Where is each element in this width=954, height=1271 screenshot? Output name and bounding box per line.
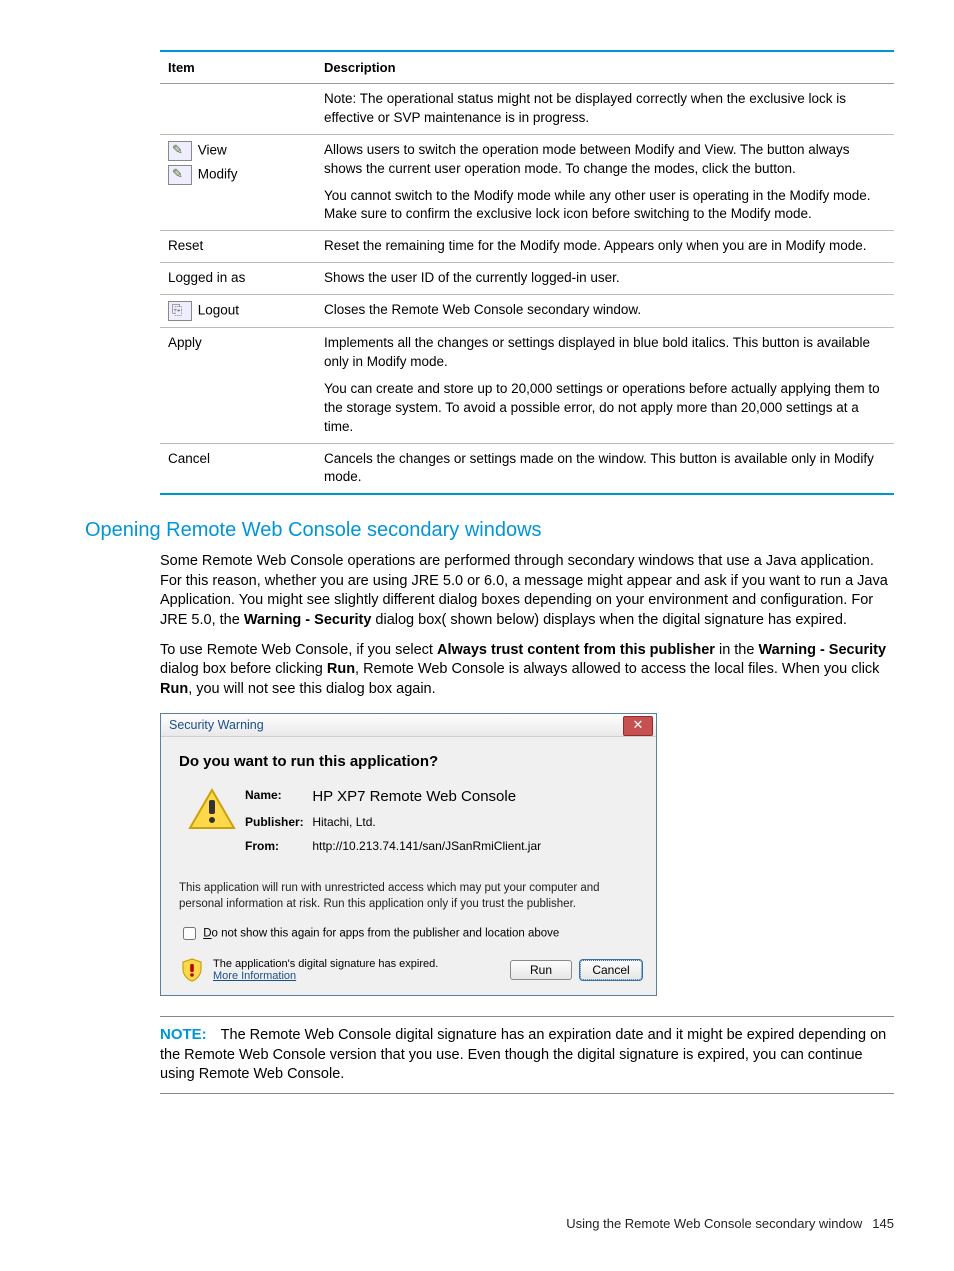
dont-show-checkbox-row: Do not show this again for apps from the… [179,924,642,943]
item-label: Logout [194,303,239,318]
description-para: Cancels the changes or settings made on … [324,450,886,488]
item-cell: Logout [160,295,316,328]
security-warning-dialog: Security Warning ✕ Do you want to run th… [160,713,657,996]
description-para: Shows the user ID of the currently logge… [324,269,886,288]
item-line: Cancel [168,450,308,469]
description-cell: Implements all the changes or settings d… [316,328,894,443]
page-footer: Using the Remote Web Console secondary w… [566,1216,894,1231]
body-p2-a: To use Remote Web Console, if you select [160,642,437,658]
body-p2: To use Remote Web Console, if you select… [160,641,894,700]
description-cell: Closes the Remote Web Console secondary … [316,295,894,328]
description-para: Reset the remaining time for the Modify … [324,237,886,256]
body-p2-b: Always trust content from this publisher [437,642,715,658]
item-label: Modify [194,166,238,181]
item-cell: View Modify [160,134,316,231]
pencil-icon [168,141,192,161]
description-para: You cannot switch to the Modify mode whi… [324,187,886,225]
note-text: The Remote Web Console digital signature… [160,1027,886,1082]
description-cell: Allows users to switch the operation mod… [316,134,894,231]
dialog-title-text: Security Warning [169,718,264,732]
description-para: Allows users to switch the operation mod… [324,141,886,179]
note-block: NOTE:The Remote Web Console digital sign… [160,1025,894,1094]
item-label: Cancel [168,451,210,466]
body-p2-d: Warning - Security [758,642,886,658]
name-label: Name: [245,788,309,802]
dialog-fields: Name: HP XP7 Remote Web Console Publishe… [245,788,642,863]
table-row: Apply Implements all the changes or setti… [160,328,894,443]
description-para: You can create and store up to 20,000 se… [324,380,886,437]
more-information-link[interactable]: More Information [213,970,296,982]
shield-icon [179,957,205,983]
page-number: 145 [872,1216,894,1231]
dont-show-label[interactable]: Do not show this again for apps from the… [203,928,559,940]
dialog-heading: Do you want to run this application? [179,753,642,770]
warning-icon [179,788,245,863]
item-label: View [194,142,227,157]
publisher-label: Publisher: [245,815,309,829]
description-para: Note: The operational status might not b… [324,90,886,128]
pencil-icon [168,165,192,185]
body-p2-f: Run [327,661,355,677]
table-row: View ModifyAllows users to switch the op… [160,134,894,231]
cancel-button[interactable]: Cancel [580,960,642,980]
description-cell: Reset the remaining time for the Modify … [316,231,894,263]
item-line: Reset [168,237,308,256]
item-cell: Apply [160,328,316,443]
body-p2-g: , Remote Web Console is always allowed t… [355,661,879,677]
body-p1-bold: Warning - Security [244,612,372,628]
name-value: HP XP7 Remote Web Console [312,788,516,805]
item-line: View [168,141,308,161]
body-p2-e: dialog box before clicking [160,661,327,677]
description-para: Closes the Remote Web Console secondary … [324,301,886,320]
table-row: Logout Closes the Remote Web Console seco… [160,295,894,328]
description-para: Implements all the changes or settings d… [324,334,886,372]
item-line: Modify [168,165,308,185]
from-value: http://10.213.74.141/san/JSanRmiClient.j… [312,839,541,853]
dialog-warning-msg: This application will run with unrestric… [179,881,642,912]
expired-msg: The application's digital signature has … [213,958,502,970]
item-line: Logout [168,301,308,321]
table-row: Cancel Cancels the changes or settings ma… [160,443,894,494]
dont-show-checkbox[interactable] [183,927,196,940]
section-heading: Opening Remote Web Console secondary win… [85,519,894,542]
col-description: Description [316,51,894,84]
body-p2-i: , you will not see this dialog box again… [188,681,435,697]
body-paragraphs: Some Remote Web Console operations are p… [160,552,894,699]
description-cell: Cancels the changes or settings made on … [316,443,894,494]
dialog-titlebar: Security Warning ✕ [161,714,656,737]
publisher-value: Hitachi, Ltd. [312,815,375,829]
note-label: NOTE: [160,1026,207,1043]
body-p1-c: dialog box( shown below) displays when t… [371,612,847,628]
item-line: Logged in as [168,269,308,288]
description-cell: Note: The operational status might not b… [316,84,894,135]
item-cell: Reset [160,231,316,263]
table-row: Logged in as Shows the user ID of the cur… [160,263,894,295]
door-icon [168,301,192,321]
table-row: Reset Reset the remaining time for the Mo… [160,231,894,263]
run-button[interactable]: Run [510,960,572,980]
from-label: From: [245,839,309,853]
close-icon[interactable]: ✕ [623,716,653,736]
body-p2-h: Run [160,681,188,697]
item-line: Apply [168,334,308,353]
item-cell [160,84,316,135]
item-label: Apply [168,335,202,350]
note-rule-top [160,1016,894,1017]
body-p2-c: in the [715,642,759,658]
description-cell: Shows the user ID of the currently logge… [316,263,894,295]
table-row: Note: The operational status might not b… [160,84,894,135]
col-item: Item [160,51,316,84]
footer-text: Using the Remote Web Console secondary w… [566,1216,862,1231]
item-cell: Cancel [160,443,316,494]
item-label: Logged in as [168,270,245,285]
body-p1: Some Remote Web Console operations are p… [160,552,894,630]
items-table: Item Description Note: The operational s… [160,50,894,495]
item-label: Reset [168,238,203,253]
item-cell: Logged in as [160,263,316,295]
